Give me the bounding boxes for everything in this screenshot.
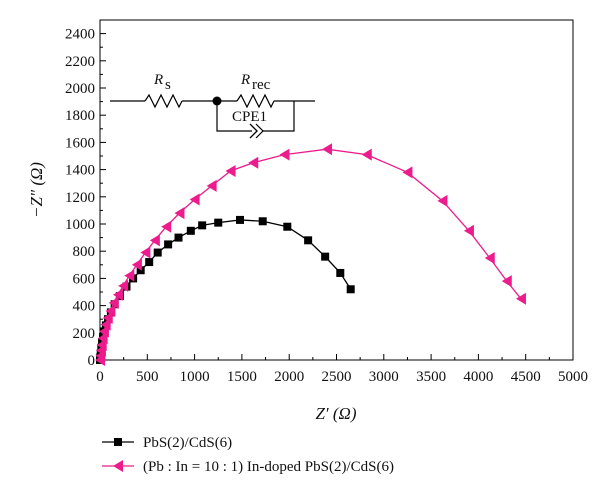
series-2-point: [118, 279, 129, 292]
x-tick-label: 3000: [369, 369, 399, 385]
y-tick-label: 400: [73, 299, 96, 315]
x-axis-ticks: 0 500 1000 1500 2000 2500 3000 3500 4000 4500 5000: [96, 354, 588, 385]
series-2-point: [140, 246, 151, 259]
x-tick-label: 2000: [274, 369, 304, 385]
series-2-point: [437, 194, 448, 207]
series-2-point: [189, 193, 200, 206]
series-2-point: [174, 207, 185, 220]
series-2-point: [206, 179, 217, 192]
series-2-point: [248, 156, 259, 169]
x-tick-label: 2500: [322, 369, 352, 385]
x-tick-label: 1500: [227, 369, 257, 385]
series-1-point: [321, 252, 330, 261]
series-1-point: [153, 248, 162, 257]
y-tick-label: 1400: [65, 163, 95, 179]
series-1-point: [198, 221, 207, 230]
cpe-branch-left: [216, 101, 252, 132]
series-1-point: [236, 215, 245, 224]
series-2-point: [105, 305, 116, 318]
series-1-point: [258, 217, 267, 226]
x-tick-label: 1000: [180, 369, 210, 385]
y-tick-label: 800: [73, 244, 96, 260]
series-1-point: [346, 285, 355, 294]
y-tick-label: 600: [73, 271, 96, 287]
x-tick-label: 3500: [416, 369, 446, 385]
legend-marker-series-2: [113, 460, 123, 472]
x-tick-label: 5000: [558, 369, 588, 385]
series-2-point: [108, 296, 119, 309]
rs-label: R: [153, 72, 163, 88]
series-2-point: [131, 258, 142, 271]
y-tick-label: 2000: [65, 81, 95, 97]
series-layer: [95, 143, 526, 366]
series-1-point: [174, 233, 183, 242]
series-2-point: [97, 332, 108, 345]
series-2-point: [124, 269, 135, 282]
series-2-point: [279, 148, 290, 161]
series-2-point: [149, 234, 160, 247]
resistor-rrec-symbol: [236, 93, 275, 109]
series-2-point: [361, 148, 372, 161]
x-axis-title: Z′ (Ω): [315, 404, 356, 423]
series-2-point: [515, 292, 526, 305]
series-1-point: [145, 258, 154, 267]
series-2-point: [484, 252, 495, 264]
y-tick-label: 1000: [65, 217, 95, 233]
series-2-point: [322, 143, 333, 156]
y-tick-label: 0: [88, 353, 96, 369]
y-tick-label: 2400: [65, 27, 95, 43]
cpe1-label: CPE1: [232, 109, 267, 125]
series-2-point: [161, 220, 172, 233]
rrec-subscript: rec: [252, 77, 271, 93]
series-1-point: [136, 266, 145, 275]
cpe-branch-right: [262, 101, 295, 132]
plot-frame: [99, 19, 574, 361]
resistor-rs-symbol: [144, 93, 183, 109]
y-tick-label: 1800: [65, 108, 95, 124]
series-2-point: [98, 325, 109, 338]
rrec-label: R: [240, 72, 250, 88]
legend-label-series-2: (Pb : In = 10 : 1) In-doped PbS(2)/CdS(6…: [143, 459, 394, 475]
series-2-point: [225, 164, 236, 177]
y-axis-title: −Z″ (Ω): [27, 162, 46, 218]
series-2-point: [501, 275, 512, 288]
legend: PbS(2)/CdS(6) (Pb : In = 10 : 1) In-dope…: [102, 435, 394, 475]
series-2-point: [102, 311, 113, 324]
series-2-point: [100, 318, 111, 331]
series-2-point: [112, 288, 123, 301]
y-tick-label: 200: [73, 326, 96, 342]
series-1-line: [99, 219, 352, 361]
y-tick-label: 1600: [65, 135, 95, 151]
series-1-point: [336, 268, 345, 277]
legend-label-series-1: PbS(2)/CdS(6): [143, 435, 232, 451]
series-1-point: [304, 236, 313, 245]
series-2-line: [99, 148, 522, 361]
legend-marker-series-1: [114, 438, 122, 446]
series-2-point: [463, 224, 474, 237]
x-tick-label: 500: [136, 369, 159, 385]
series-1-point: [186, 226, 195, 235]
x-tick-label: 4000: [463, 369, 493, 385]
x-tick-label: 4500: [511, 369, 541, 385]
rs-subscript: s: [165, 77, 171, 93]
y-tick-label: 2200: [65, 54, 95, 70]
series-1-point: [164, 240, 173, 249]
y-tick-label: 1200: [65, 190, 95, 206]
series-1-point: [283, 222, 292, 231]
series-1-point: [214, 218, 223, 227]
x-tick-label: 0: [96, 369, 104, 385]
series-2-point: [402, 166, 413, 179]
equivalent-circuit-inset: R s R rec CPE1: [110, 72, 315, 139]
